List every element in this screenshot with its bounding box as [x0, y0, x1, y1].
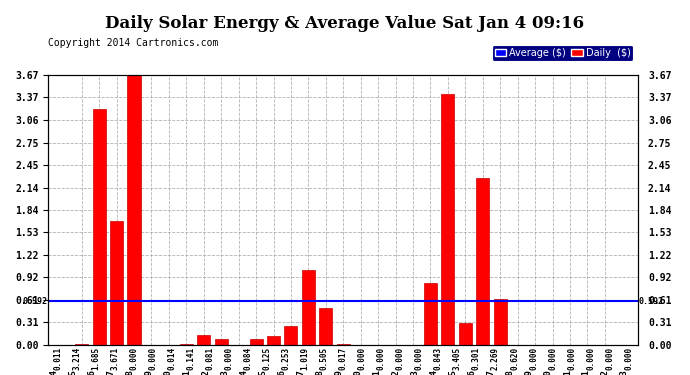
- Bar: [459, 323, 472, 345]
- Text: 0.000: 0.000: [377, 347, 386, 370]
- Text: 2.269: 2.269: [491, 347, 500, 370]
- Text: 0.125: 0.125: [263, 347, 272, 370]
- Text: 12-20: 12-20: [353, 369, 362, 375]
- Text: 0.000: 0.000: [605, 347, 614, 370]
- Text: 3.214: 3.214: [72, 347, 81, 370]
- Text: 0.141: 0.141: [186, 347, 195, 370]
- Text: 0.592: 0.592: [639, 297, 664, 306]
- Text: 3.405: 3.405: [453, 347, 462, 370]
- Text: 12-26: 12-26: [468, 369, 477, 375]
- Text: 12-14: 12-14: [239, 369, 248, 375]
- Text: 12-05: 12-05: [68, 369, 77, 375]
- Text: 01-03: 01-03: [620, 369, 629, 375]
- Bar: [92, 108, 106, 345]
- Text: 12-13: 12-13: [220, 369, 229, 375]
- Text: 1.685: 1.685: [91, 347, 100, 370]
- Text: 12-18: 12-18: [315, 369, 324, 375]
- Text: 0.000: 0.000: [586, 347, 595, 370]
- Bar: [284, 326, 297, 345]
- Text: 0.505: 0.505: [319, 347, 328, 370]
- Text: 0.084: 0.084: [244, 347, 253, 370]
- Text: Daily Solar Energy & Average Value Sat Jan 4 09:16: Daily Solar Energy & Average Value Sat J…: [106, 15, 584, 32]
- Text: 0.000: 0.000: [548, 347, 557, 370]
- Text: 12-12: 12-12: [201, 369, 210, 375]
- Text: 12-19: 12-19: [334, 369, 344, 375]
- Bar: [110, 221, 123, 345]
- Text: 0.000: 0.000: [529, 347, 538, 370]
- Text: 12-31: 12-31: [562, 369, 571, 375]
- Bar: [337, 344, 350, 345]
- Text: 12-17: 12-17: [296, 369, 305, 375]
- Text: 0.017: 0.017: [339, 347, 348, 370]
- Text: 12-23: 12-23: [411, 369, 420, 375]
- Text: 12-09: 12-09: [144, 369, 153, 375]
- Text: 12-07: 12-07: [106, 369, 115, 375]
- Text: 01-01: 01-01: [582, 369, 591, 375]
- Text: 12-04: 12-04: [49, 369, 58, 375]
- Text: 0.011: 0.011: [53, 347, 62, 370]
- Bar: [128, 75, 141, 345]
- Text: 12-22: 12-22: [391, 369, 400, 375]
- Text: 12-24: 12-24: [429, 369, 438, 375]
- Text: 0.000: 0.000: [396, 347, 405, 370]
- Text: 0.000: 0.000: [358, 347, 367, 370]
- Text: 0.000: 0.000: [148, 347, 157, 370]
- Text: 0.000: 0.000: [224, 347, 234, 370]
- Text: 12-11: 12-11: [182, 369, 191, 375]
- Text: 01-02: 01-02: [601, 369, 610, 375]
- Text: 12-15: 12-15: [258, 369, 267, 375]
- Text: 12-21: 12-21: [373, 369, 382, 375]
- Text: Copyright 2014 Cartronics.com: Copyright 2014 Cartronics.com: [48, 38, 219, 48]
- Text: 0.000: 0.000: [624, 347, 633, 370]
- Text: 0.014: 0.014: [168, 347, 177, 370]
- Text: 12-08: 12-08: [125, 369, 134, 375]
- Bar: [197, 334, 210, 345]
- Text: 12-27: 12-27: [486, 369, 495, 375]
- Bar: [424, 283, 437, 345]
- Bar: [267, 336, 280, 345]
- Text: 0.253: 0.253: [282, 347, 290, 370]
- Text: 12-30: 12-30: [544, 369, 553, 375]
- Text: 3.671: 3.671: [110, 347, 119, 370]
- Text: 0.000: 0.000: [567, 347, 576, 370]
- Text: 12-25: 12-25: [448, 369, 457, 375]
- Text: 1.019: 1.019: [301, 347, 310, 370]
- Text: 0.592: 0.592: [23, 297, 48, 306]
- Text: 12-29: 12-29: [524, 369, 533, 375]
- Bar: [302, 270, 315, 345]
- Text: 0.843: 0.843: [434, 347, 443, 370]
- Text: 0.000: 0.000: [130, 347, 139, 370]
- Bar: [476, 178, 489, 345]
- Text: 0.301: 0.301: [472, 347, 481, 370]
- Bar: [494, 299, 506, 345]
- Text: 12-10: 12-10: [163, 369, 172, 375]
- Text: 12-06: 12-06: [87, 369, 96, 375]
- Text: 0.081: 0.081: [206, 347, 215, 370]
- Bar: [442, 94, 455, 345]
- Bar: [180, 344, 193, 345]
- Bar: [250, 339, 263, 345]
- Bar: [75, 344, 88, 345]
- Text: 12-28: 12-28: [506, 369, 515, 375]
- Text: 0.620: 0.620: [510, 347, 519, 370]
- Text: 12-16: 12-16: [277, 369, 286, 375]
- Bar: [319, 308, 333, 345]
- Bar: [215, 339, 228, 345]
- Text: 0.000: 0.000: [415, 347, 424, 370]
- Legend: Average ($), Daily  ($): Average ($), Daily ($): [492, 45, 633, 61]
